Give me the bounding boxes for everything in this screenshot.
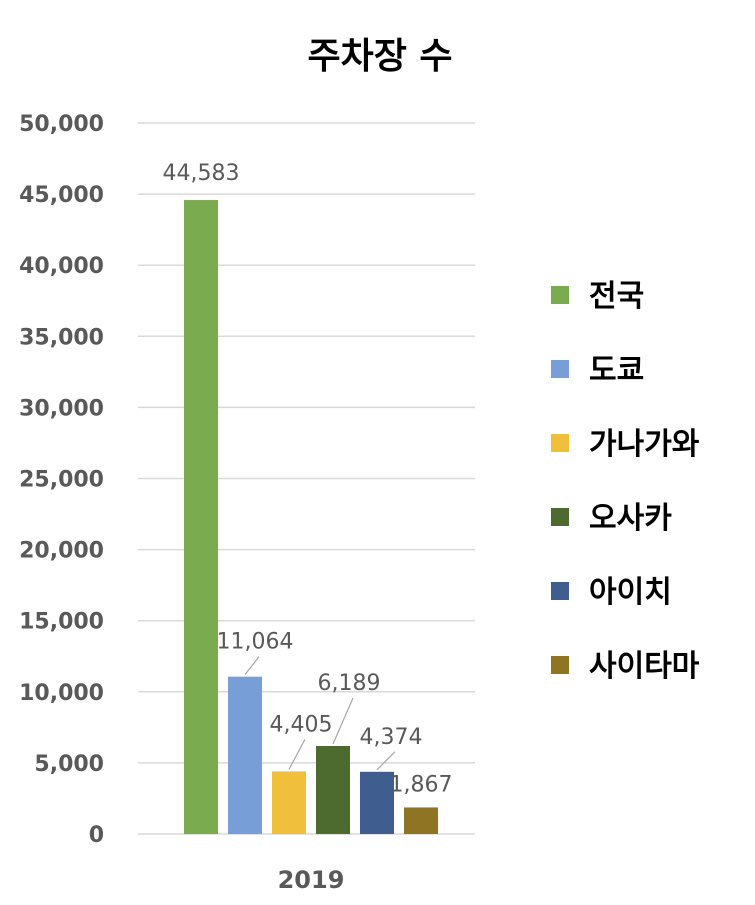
x-category-label: 2019 [278, 866, 345, 894]
bars [184, 200, 438, 835]
bar-0 [184, 200, 218, 835]
bar-5 [404, 807, 438, 834]
y-tick-label: 20,000 [19, 539, 104, 564]
data-label: 11,064 [217, 630, 294, 655]
bar-2 [272, 771, 306, 834]
data-labels: 44,583 11,064 4,405 6,189 4,374 1,867 [163, 161, 453, 797]
data-label: 4,374 [360, 725, 423, 750]
y-tick-label: 10,000 [19, 681, 104, 706]
legend-swatch [551, 508, 569, 526]
y-tick-label: 15,000 [19, 610, 104, 635]
legend-label: 도쿄 [589, 353, 644, 388]
legend-swatch [551, 360, 569, 378]
bar-3 [316, 745, 350, 834]
data-label-leader [288, 739, 306, 770]
legend-label: 아이치 [589, 575, 672, 610]
y-tick-label: 25,000 [19, 468, 104, 493]
y-tick-label: 0 [89, 823, 104, 848]
bar-4 [360, 771, 394, 834]
x-axis-categories: 2019 [278, 866, 345, 894]
y-tick-label: 45,000 [19, 183, 104, 208]
y-tick-label: 35,000 [19, 325, 104, 350]
legend-swatch [551, 656, 569, 674]
data-label-leader [244, 656, 260, 676]
y-tick-label: 30,000 [19, 396, 104, 421]
bar-1 [228, 676, 262, 834]
legend-label: 전국 [589, 279, 644, 314]
data-label: 44,583 [163, 161, 240, 186]
legend-label: 오사카 [589, 501, 672, 536]
data-label: 4,405 [270, 712, 333, 737]
y-tick-label: 5,000 [34, 752, 104, 777]
data-label: 6,189 [318, 671, 381, 696]
legend-swatch [551, 582, 569, 600]
legend-swatch [551, 286, 569, 304]
data-label: 1,867 [390, 772, 453, 797]
chart-title: 주차장 수 [307, 36, 452, 77]
data-label-leader [332, 697, 354, 745]
data-label-leader [376, 751, 396, 771]
y-tick-label: 40,000 [19, 254, 104, 279]
y-axis-ticks: 0 5,000 10,000 15,000 20,000 25,000 30,000 35,0… [19, 112, 104, 848]
legend-label: 가나가와 [589, 427, 700, 462]
legend-swatch [551, 434, 569, 452]
y-tick-label: 50,000 [19, 112, 104, 137]
legend-label: 사이타마 [589, 649, 700, 684]
